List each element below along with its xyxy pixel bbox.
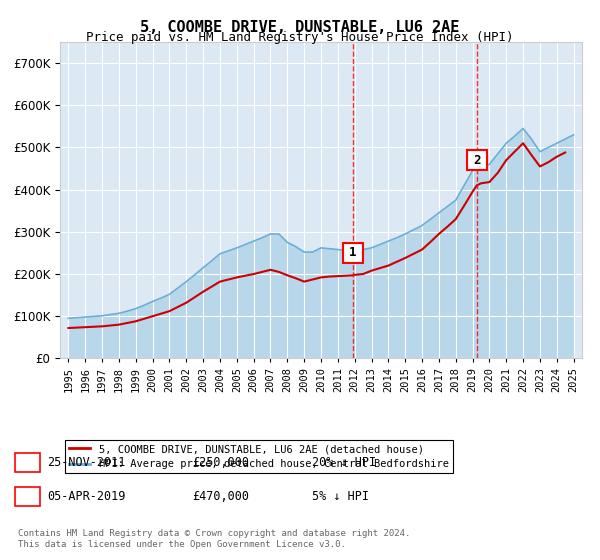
Legend: 5, COOMBE DRIVE, DUNSTABLE, LU6 2AE (detached house), HPI: Average price, detach: 5, COOMBE DRIVE, DUNSTABLE, LU6 2AE (det… (65, 440, 453, 473)
Text: 2: 2 (473, 153, 481, 167)
Text: 1: 1 (349, 246, 357, 259)
Text: 25-NOV-2011: 25-NOV-2011 (47, 456, 125, 469)
Text: £470,000: £470,000 (192, 489, 249, 503)
Text: Price paid vs. HM Land Registry's House Price Index (HPI): Price paid vs. HM Land Registry's House … (86, 31, 514, 44)
Text: Contains HM Land Registry data © Crown copyright and database right 2024.
This d: Contains HM Land Registry data © Crown c… (18, 529, 410, 549)
Text: 5, COOMBE DRIVE, DUNSTABLE, LU6 2AE: 5, COOMBE DRIVE, DUNSTABLE, LU6 2AE (140, 20, 460, 35)
Text: 20% ↓ HPI: 20% ↓ HPI (312, 456, 376, 469)
Text: 1: 1 (24, 456, 31, 469)
Text: 2: 2 (24, 489, 31, 503)
Text: 05-APR-2019: 05-APR-2019 (47, 489, 125, 503)
Text: 5% ↓ HPI: 5% ↓ HPI (312, 489, 369, 503)
Text: £250,000: £250,000 (192, 456, 249, 469)
